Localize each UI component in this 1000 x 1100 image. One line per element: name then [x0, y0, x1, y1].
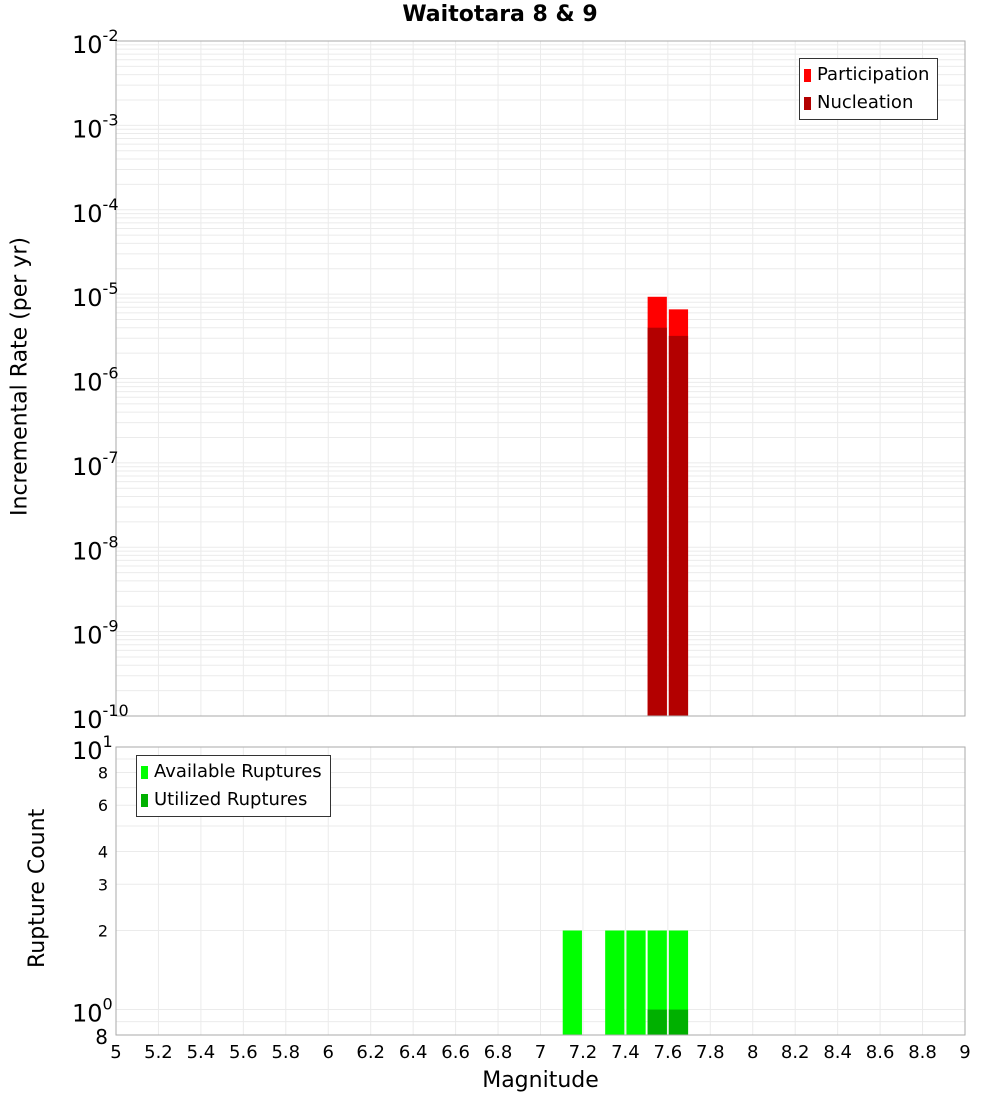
svg-text:10-2: 10-2	[72, 26, 119, 59]
svg-text:5.6: 5.6	[229, 1042, 258, 1063]
svg-text:8.6: 8.6	[866, 1042, 895, 1063]
svg-text:6: 6	[98, 796, 108, 815]
svg-text:8.2: 8.2	[781, 1042, 810, 1063]
svg-text:8: 8	[95, 1025, 108, 1049]
svg-text:10-9: 10-9	[72, 617, 119, 650]
svg-text:10-6: 10-6	[72, 364, 119, 397]
svg-text:6.4: 6.4	[399, 1042, 428, 1063]
participation-swatch-icon	[804, 68, 811, 82]
svg-text:7.4: 7.4	[611, 1042, 640, 1063]
chart-title: Waitotara 8 & 9	[402, 2, 598, 27]
svg-text:3: 3	[98, 875, 108, 894]
utilized-swatch-icon	[141, 793, 148, 807]
svg-text:9: 9	[959, 1042, 970, 1063]
x-axis-label: Magnitude	[482, 1068, 599, 1093]
svg-text:10-5: 10-5	[72, 279, 119, 312]
svg-text:7: 7	[535, 1042, 546, 1063]
svg-text:10-7: 10-7	[72, 448, 119, 481]
svg-text:5.4: 5.4	[187, 1042, 216, 1063]
svg-text:10-10: 10-10	[72, 701, 129, 734]
legend-item-nucleation: Nucleation	[804, 89, 929, 117]
top-legend: Participation Nucleation	[799, 58, 939, 120]
svg-text:7.8: 7.8	[696, 1042, 725, 1063]
svg-text:5.2: 5.2	[144, 1042, 173, 1063]
svg-text:101: 101	[72, 732, 113, 765]
svg-text:5.8: 5.8	[271, 1042, 300, 1063]
svg-text:6: 6	[323, 1042, 334, 1063]
legend-item-participation: Participation	[804, 61, 929, 89]
legend-label: Participation	[817, 64, 930, 85]
legend-label: Utilized Ruptures	[154, 789, 308, 810]
legend-label: Available Ruptures	[154, 761, 322, 782]
svg-text:8: 8	[747, 1042, 758, 1063]
svg-text:100: 100	[72, 995, 113, 1028]
legend-item-available: Available Ruptures	[141, 758, 322, 786]
svg-text:5: 5	[110, 1042, 121, 1063]
svg-text:2: 2	[98, 922, 108, 941]
svg-text:10-4: 10-4	[72, 195, 119, 228]
nucleation-swatch-icon	[804, 96, 811, 110]
svg-text:4: 4	[98, 842, 108, 861]
svg-text:8.4: 8.4	[823, 1042, 852, 1063]
svg-text:7.6: 7.6	[654, 1042, 683, 1063]
svg-text:7.2: 7.2	[569, 1042, 598, 1063]
legend-item-utilized: Utilized Ruptures	[141, 786, 322, 814]
bottom-legend: Available Ruptures Utilized Ruptures	[136, 755, 331, 817]
svg-text:10-8: 10-8	[72, 532, 119, 565]
svg-text:10-3: 10-3	[72, 110, 119, 143]
svg-text:8.8: 8.8	[908, 1042, 937, 1063]
svg-text:8: 8	[98, 763, 108, 782]
available-swatch-icon	[141, 765, 148, 779]
legend-label: Nucleation	[817, 92, 914, 113]
bottom-y-axis-label: Rupture Count	[25, 808, 50, 968]
svg-text:6.8: 6.8	[484, 1042, 513, 1063]
svg-text:6.6: 6.6	[441, 1042, 470, 1063]
svg-text:6.2: 6.2	[356, 1042, 385, 1063]
top-y-axis-label: Incremental Rate (per yr)	[7, 237, 33, 516]
